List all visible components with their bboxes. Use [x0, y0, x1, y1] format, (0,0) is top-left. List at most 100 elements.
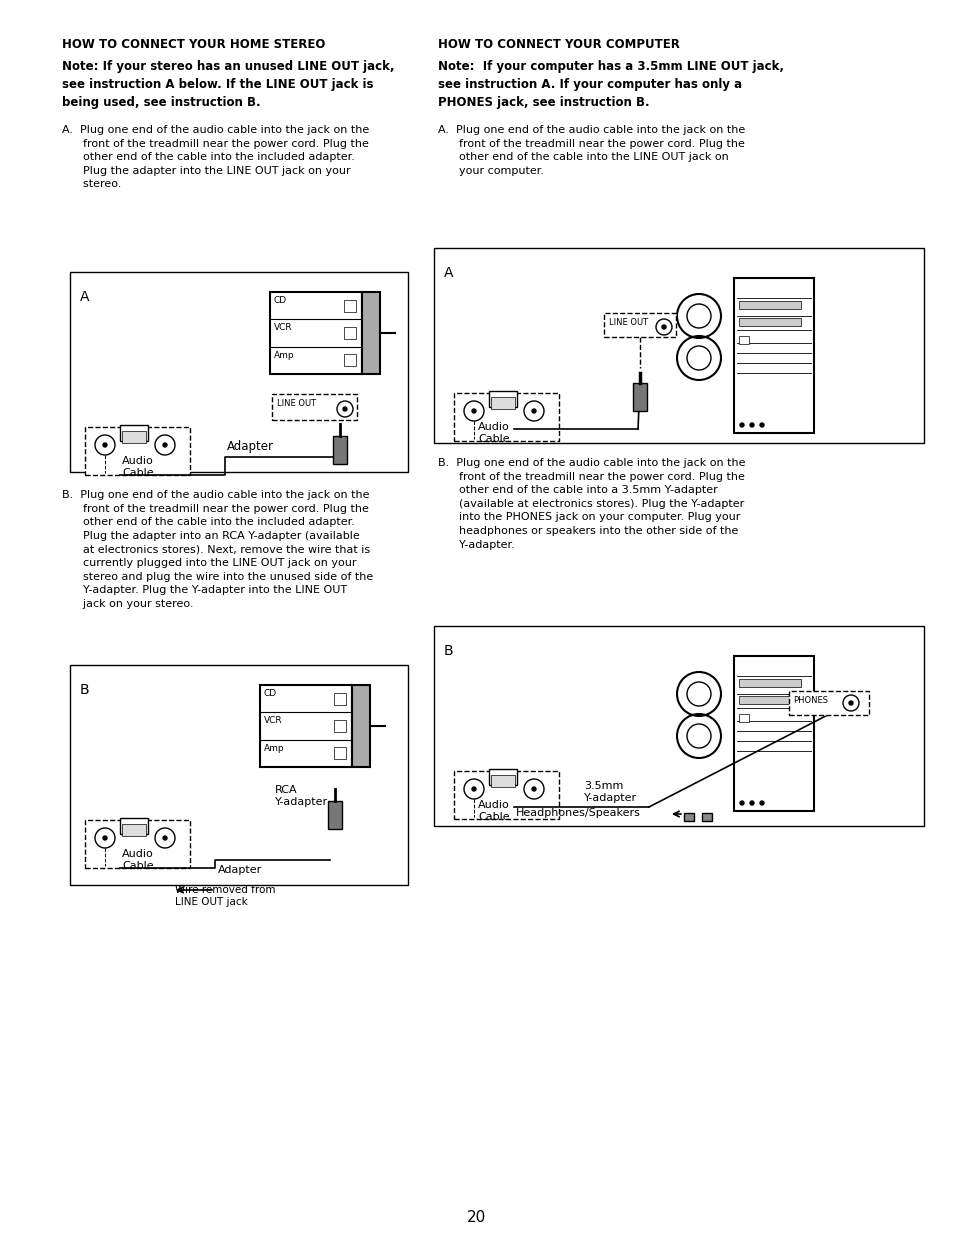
Text: Amp: Amp — [264, 743, 284, 752]
Bar — [122, 431, 146, 443]
Bar — [739, 317, 801, 326]
Circle shape — [532, 409, 536, 412]
Bar — [454, 771, 558, 819]
Polygon shape — [507, 372, 621, 378]
Bar — [633, 383, 646, 411]
Circle shape — [472, 409, 476, 412]
Circle shape — [103, 836, 107, 840]
Circle shape — [749, 424, 753, 427]
Bar — [739, 714, 748, 722]
Text: A.  Plug one end of the audio cable into the jack on the
      front of the trea: A. Plug one end of the audio cable into … — [437, 125, 744, 175]
Text: 3.5mm
Y-adapter: 3.5mm Y-adapter — [583, 781, 637, 804]
Bar — [683, 813, 693, 821]
Bar — [739, 679, 801, 687]
Text: Note: If your stereo has an unused LINE OUT jack,
see instruction A below. If th: Note: If your stereo has an unused LINE … — [62, 61, 395, 109]
Text: B.  Plug one end of the audio cable into the jack on the
      front of the trea: B. Plug one end of the audio cable into … — [62, 490, 373, 609]
Text: VCR: VCR — [264, 716, 282, 725]
Bar — [739, 301, 801, 309]
Polygon shape — [126, 776, 132, 798]
Text: B: B — [80, 683, 90, 697]
Polygon shape — [169, 750, 180, 798]
Text: Audio
Cable: Audio Cable — [477, 799, 509, 823]
Bar — [85, 820, 190, 868]
Text: Adapter: Adapter — [218, 864, 262, 876]
Polygon shape — [616, 350, 621, 372]
Polygon shape — [131, 383, 137, 405]
Bar — [70, 664, 408, 885]
Bar — [120, 425, 148, 441]
Text: RCA
Y-adapter: RCA Y-adapter — [274, 785, 328, 808]
Text: VCR: VCR — [274, 324, 293, 332]
Polygon shape — [173, 750, 206, 752]
Polygon shape — [237, 776, 244, 798]
Bar — [701, 813, 711, 821]
Polygon shape — [549, 325, 560, 372]
Bar — [85, 427, 190, 475]
Bar — [489, 391, 517, 408]
Circle shape — [661, 325, 665, 329]
Polygon shape — [507, 750, 621, 756]
Bar — [733, 278, 813, 433]
Circle shape — [740, 802, 743, 805]
Polygon shape — [199, 357, 211, 405]
Bar — [334, 747, 346, 760]
Bar — [788, 692, 868, 715]
Circle shape — [136, 404, 145, 412]
Polygon shape — [242, 383, 250, 405]
Bar — [344, 327, 355, 338]
Polygon shape — [574, 703, 585, 750]
Polygon shape — [507, 727, 514, 750]
Bar — [454, 393, 558, 441]
Polygon shape — [173, 357, 186, 405]
Bar — [334, 693, 346, 705]
Bar — [333, 436, 347, 464]
Polygon shape — [574, 325, 585, 372]
Circle shape — [760, 424, 763, 427]
Circle shape — [103, 443, 107, 447]
Text: B: B — [443, 643, 453, 658]
Circle shape — [532, 787, 536, 790]
Circle shape — [132, 798, 140, 806]
Bar — [489, 769, 517, 785]
Bar — [603, 312, 676, 337]
Polygon shape — [507, 350, 514, 372]
Polygon shape — [179, 357, 211, 359]
Polygon shape — [554, 703, 585, 705]
Bar — [344, 300, 355, 311]
Text: Audio
Cable: Audio Cable — [122, 848, 153, 871]
Circle shape — [513, 748, 521, 757]
Text: Note:  If your computer has a 3.5mm LINE OUT jack,
see instruction A. If your co: Note: If your computer has a 3.5mm LINE … — [437, 61, 783, 109]
Text: Audio
Cable: Audio Cable — [477, 421, 509, 445]
Text: LINE OUT: LINE OUT — [608, 317, 647, 327]
Text: 20: 20 — [467, 1210, 486, 1225]
Polygon shape — [549, 703, 560, 750]
Bar — [328, 802, 341, 829]
Text: HOW TO CONNECT YOUR COMPUTER: HOW TO CONNECT YOUR COMPUTER — [437, 38, 679, 51]
Text: HOW TO CONNECT YOUR HOME STEREO: HOW TO CONNECT YOUR HOME STEREO — [62, 38, 325, 51]
Text: CD: CD — [274, 296, 287, 305]
Circle shape — [233, 798, 242, 806]
Polygon shape — [126, 798, 244, 805]
Text: Adapter: Adapter — [227, 440, 274, 453]
Bar — [361, 291, 379, 374]
Circle shape — [238, 404, 247, 412]
Circle shape — [472, 787, 476, 790]
Bar — [70, 272, 408, 472]
Circle shape — [749, 802, 753, 805]
Text: Headphones/Speakers: Headphones/Speakers — [516, 808, 640, 818]
Polygon shape — [131, 405, 250, 412]
Circle shape — [343, 408, 347, 411]
Text: LINE OUT: LINE OUT — [276, 399, 315, 408]
Text: CD: CD — [264, 689, 276, 698]
Polygon shape — [616, 727, 621, 750]
Circle shape — [163, 443, 167, 447]
Bar — [491, 396, 515, 409]
Circle shape — [513, 370, 521, 379]
Text: Audio
Cable: Audio Cable — [122, 456, 153, 478]
Text: A: A — [443, 266, 453, 280]
Bar — [491, 776, 515, 787]
Circle shape — [163, 836, 167, 840]
Circle shape — [760, 802, 763, 805]
Circle shape — [611, 370, 619, 379]
Polygon shape — [554, 325, 585, 327]
